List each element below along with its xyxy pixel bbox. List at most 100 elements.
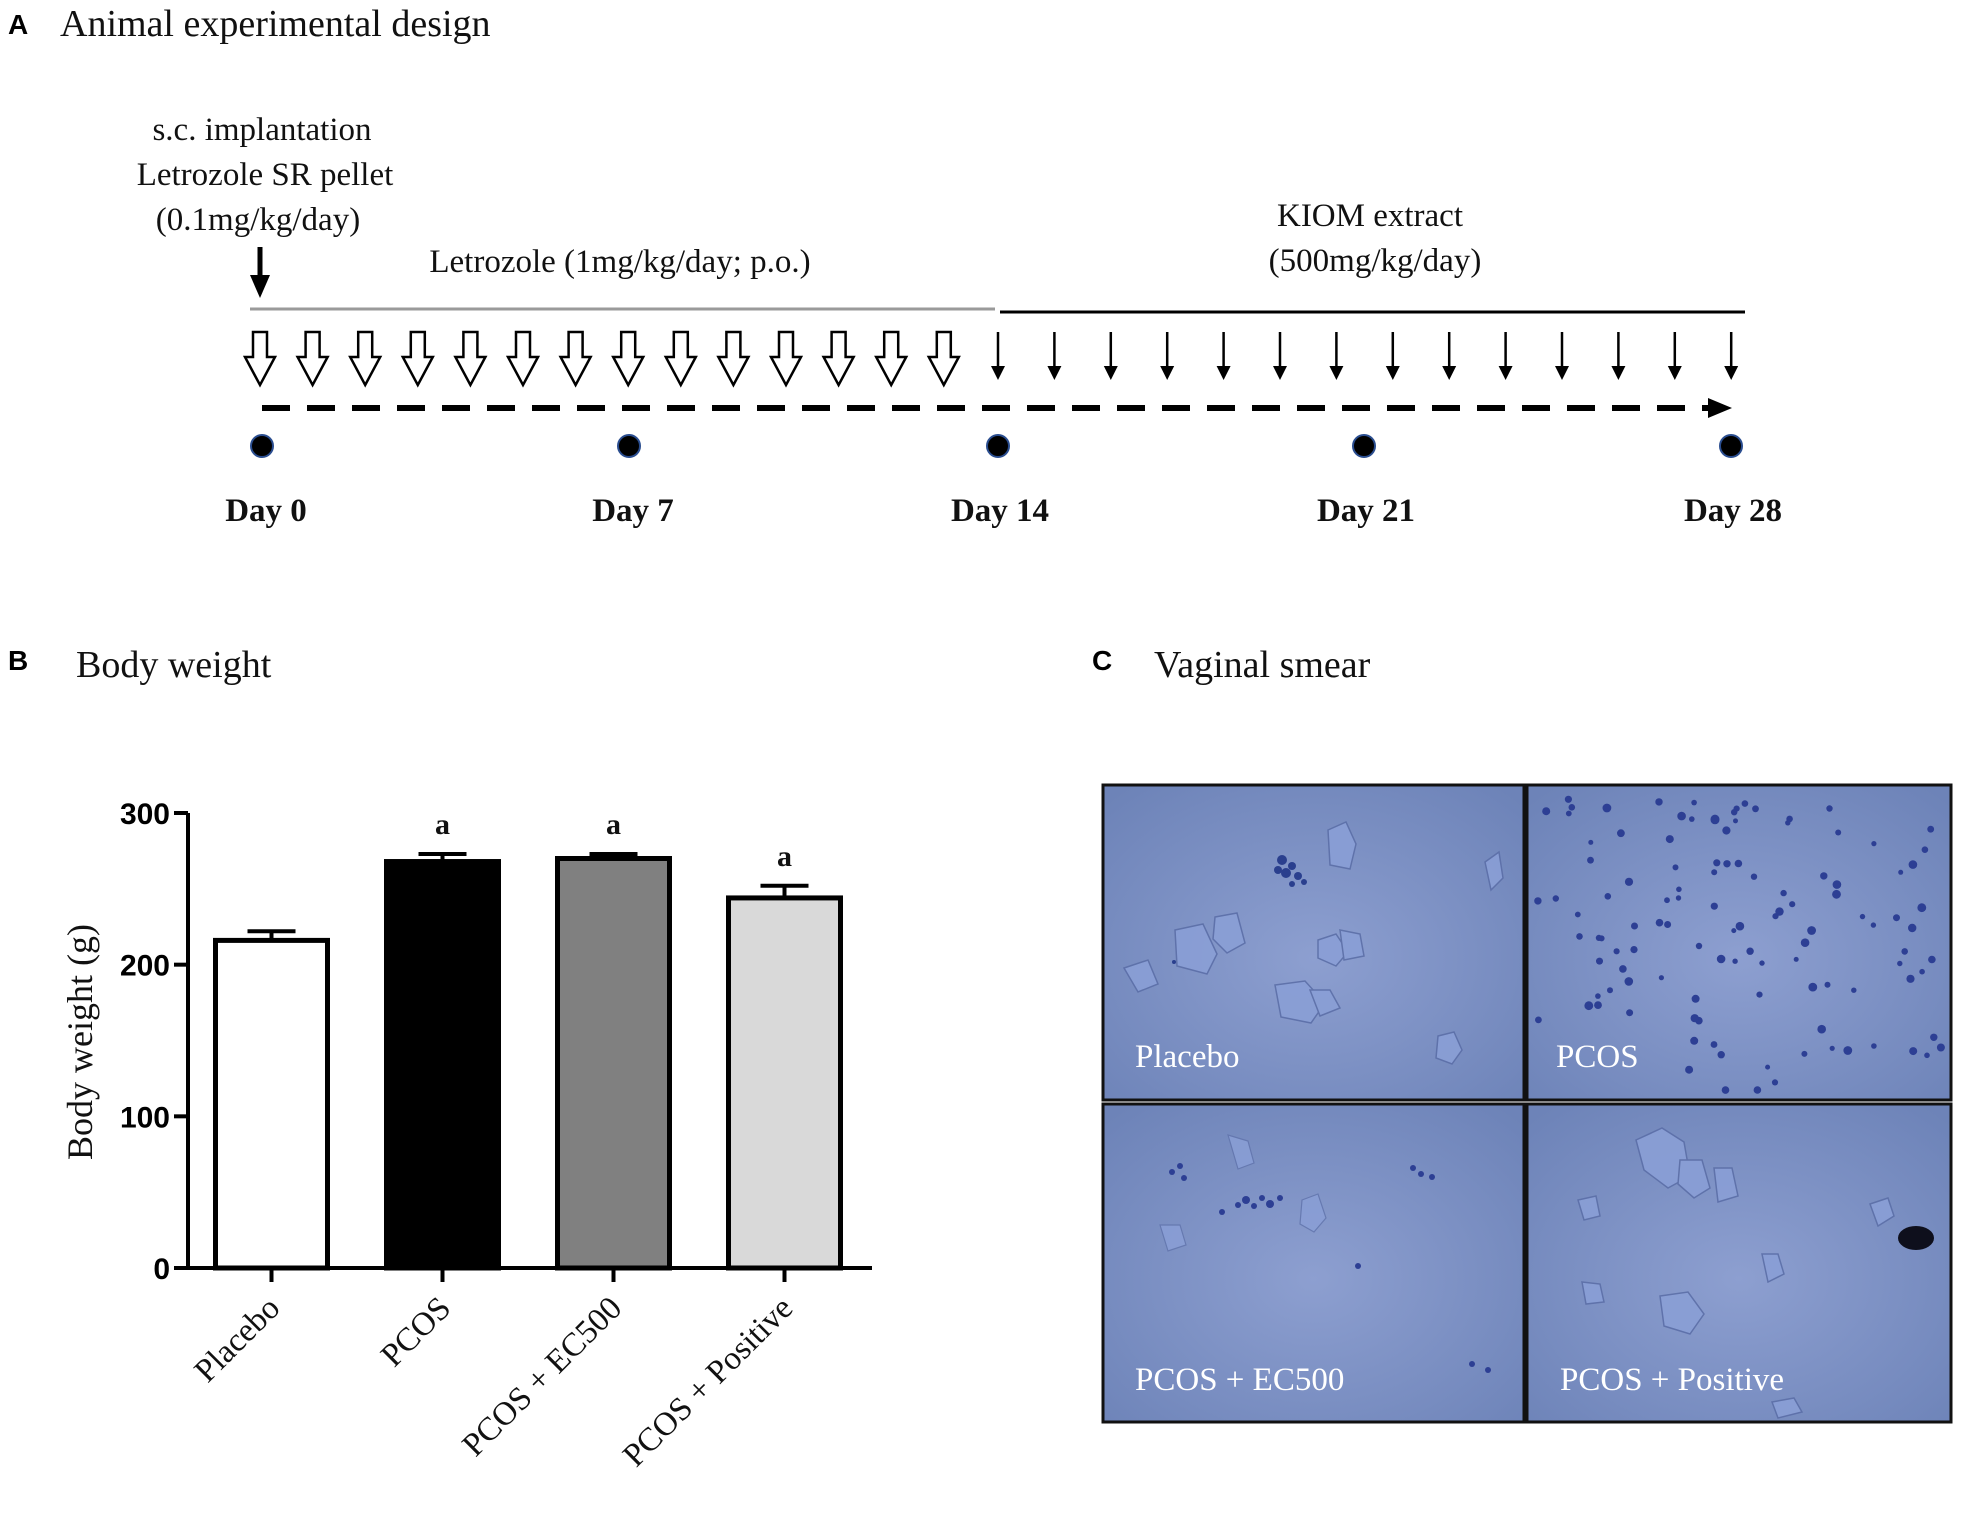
cell-nucleus: [1576, 933, 1583, 940]
smear-label: PCOS + Positive: [1560, 1362, 1784, 1398]
cell-nucleus: [1801, 1050, 1808, 1057]
body-weight-chart: Body weight (g) 0 100 200 300 Placebo a PCOS a P…: [60, 798, 872, 1474]
debris-blob: [1898, 1226, 1934, 1250]
cell-nucleus: [1807, 926, 1816, 935]
small-arrow-icon: [991, 332, 1005, 380]
cell-nucleus: [1655, 918, 1664, 927]
cell-nucleus: [1735, 921, 1745, 931]
cell-nucleus: [1594, 1001, 1602, 1009]
cell-nucleus: [1665, 835, 1674, 844]
cell-nucleus: [1752, 805, 1759, 813]
cell-nucleus: [1672, 864, 1679, 871]
timeline-dot: [617, 434, 641, 458]
cell-nucleus: [1733, 818, 1738, 824]
panel-a-title: Animal experimental design: [60, 3, 491, 45]
small-arrow-icon: [1611, 332, 1626, 380]
cell-nucleus: [1832, 880, 1842, 889]
cell-nucleus: [1535, 1016, 1542, 1024]
small-arrow-icon: [1498, 332, 1513, 380]
hollow-arrow-icon: [348, 330, 383, 388]
cell-nucleus: [1780, 889, 1787, 897]
cell-nucleus: [1732, 958, 1738, 964]
bar: [213, 937, 330, 1271]
cell-nucleus: [1826, 805, 1833, 812]
cell-nucleus: [1695, 942, 1703, 950]
bar: [384, 859, 501, 1271]
significance-mark: a: [435, 808, 450, 841]
cell-nucleus: [1741, 800, 1749, 807]
kiom-label-2: (500mg/kg/day): [1269, 243, 1482, 279]
cell-nucleus: [1871, 1043, 1877, 1049]
implant-label-2: Letrozole SR pellet: [137, 157, 394, 193]
small-arrow-icon: [1047, 332, 1062, 380]
cell-nucleus: [1723, 860, 1731, 868]
cell-nucleus: [1843, 1046, 1853, 1055]
small-arrow-icon: [1555, 332, 1569, 380]
hollow-arrow-icon: [242, 330, 278, 388]
cell-nucleus: [1771, 1079, 1779, 1086]
hollow-arrow-icon: [821, 330, 856, 388]
cell-nucleus: [1731, 809, 1738, 816]
day-labels: Day 0 Day 7 Day 14 Day 21 Day 28: [225, 493, 1782, 529]
panel-a: A Animal experimental design s.c. implan…: [8, 3, 1782, 529]
cell-nucleus: [1919, 968, 1925, 975]
cell-nucleus: [1624, 877, 1634, 886]
letrozole-label: Letrozole (1mg/kg/day; p.o.): [429, 244, 810, 280]
cell-nucleus: [1552, 895, 1560, 902]
cell-nucleus: [1630, 946, 1638, 954]
cell-nucleus: [1901, 948, 1908, 955]
cell-nucleus: [1930, 1033, 1938, 1042]
hollow-arrow-icon: [768, 330, 804, 388]
cell-nucleus: [1851, 987, 1857, 993]
day-label: Day 28: [1684, 493, 1782, 529]
cell-nucleus: [1820, 872, 1828, 880]
small-arrow-icon: [1273, 332, 1287, 380]
small-arrow-icon: [1667, 332, 1682, 380]
day-label: Day 0: [225, 493, 307, 529]
panel-a-letter: A: [8, 9, 28, 40]
cell-nucleus: [1871, 841, 1877, 847]
panel-c: C Vaginal smear Placebo: [1092, 644, 1953, 1424]
cell-nucleus: [1722, 826, 1731, 835]
cell-nucleus: [1829, 1045, 1835, 1051]
cell-nucleus: [1613, 948, 1620, 955]
cell-nucleus: [1897, 960, 1903, 967]
implant-label-1: s.c. implantation: [152, 112, 371, 148]
cell-nucleus: [1664, 897, 1670, 904]
implant-arrow-icon: [250, 247, 270, 298]
cell-nucleus: [1711, 869, 1718, 876]
panel-c-letter: C: [1092, 645, 1112, 676]
cell-nucleus: [1619, 965, 1627, 973]
cell-nucleus: [1817, 1024, 1826, 1034]
timeline-dot: [1352, 434, 1376, 458]
cell-nucleus: [1685, 1065, 1694, 1074]
hollow-arrow-icon: [611, 330, 646, 388]
hollow-arrow-icon: [295, 330, 330, 388]
cell-nucleus: [1691, 799, 1697, 806]
extract-dose-arrows: [991, 332, 1739, 380]
hollow-arrow-icon: [874, 330, 909, 388]
day-label: Day 21: [1317, 493, 1415, 529]
smear-image-pcos-positive: PCOS + Positive: [1525, 1102, 1953, 1424]
cell-nucleus: [1927, 825, 1935, 833]
panel-b: B Body weight Body weight (g) 0 100 200 300…: [8, 644, 872, 1474]
cell-nucleus: [1746, 947, 1754, 955]
cell-nucleus: [1936, 1043, 1945, 1052]
significance-mark: a: [777, 840, 792, 873]
hollow-arrow-icon: [453, 330, 488, 388]
timeline-dot: [986, 434, 1010, 458]
cell-nucleus: [1785, 820, 1791, 826]
cell-nucleus: [1607, 987, 1613, 994]
small-arrow-icon: [1442, 332, 1457, 380]
timeline-arrowhead-icon: [1708, 398, 1732, 418]
cell-nucleus: [1677, 811, 1686, 821]
cell-nucleus: [1658, 975, 1664, 981]
cell-nucleus: [1921, 846, 1929, 853]
cell-nucleus: [1565, 810, 1572, 817]
panel-c-title: Vaginal smear: [1154, 644, 1371, 686]
cell-nucleus: [1574, 911, 1581, 918]
cell-nucleus: [1832, 889, 1841, 899]
cell-nucleus: [1655, 798, 1663, 806]
small-arrow-icon: [1385, 332, 1400, 380]
